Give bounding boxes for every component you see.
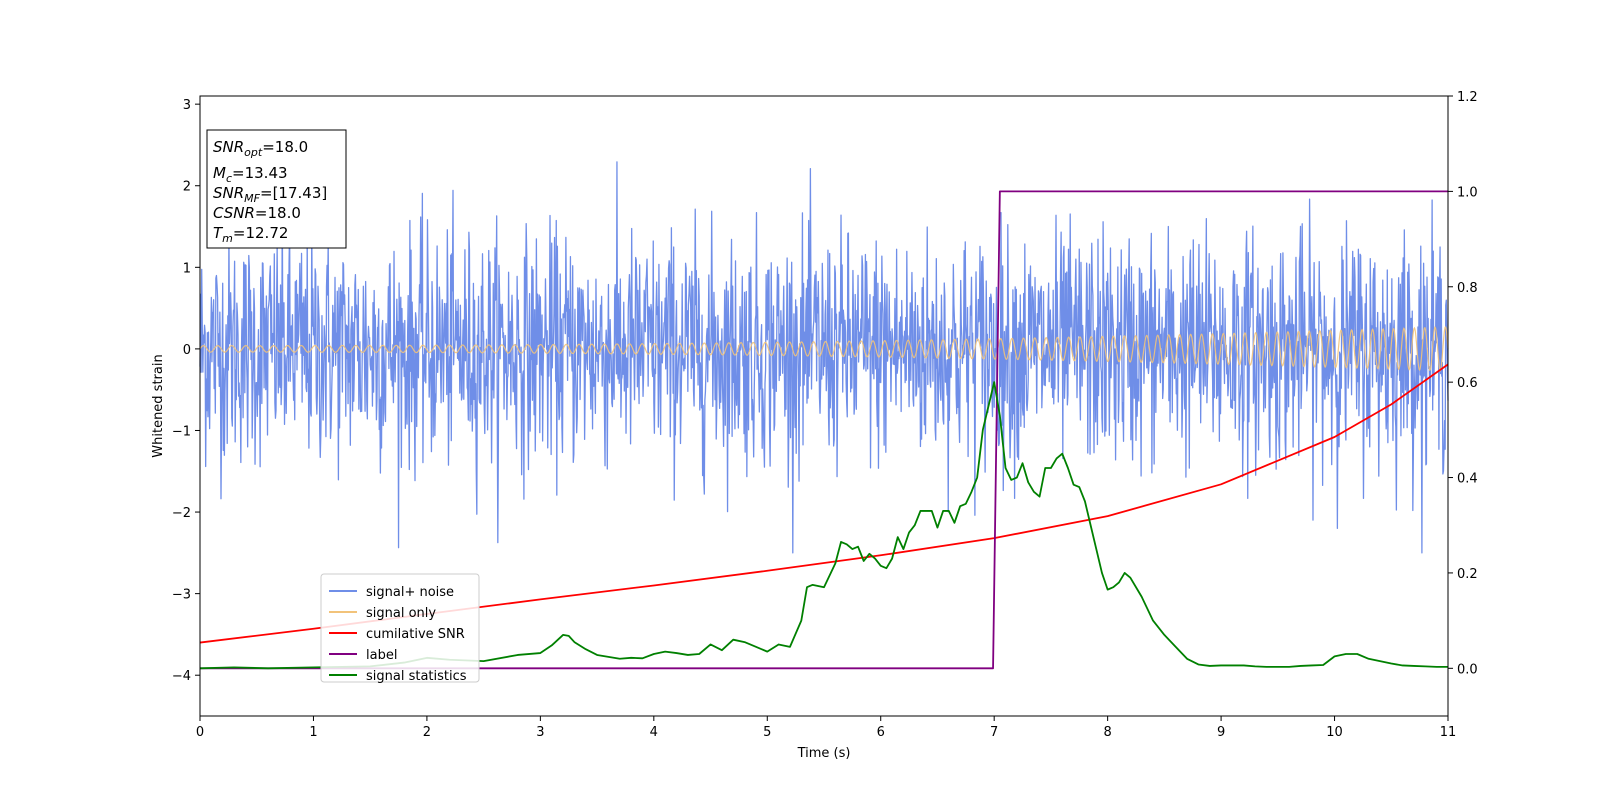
- series-line-signal-noise: [199, 161, 1449, 554]
- info-line: SNRopt=18.0: [213, 138, 308, 159]
- x-tick-label: 3: [536, 725, 544, 740]
- y-tick-label-right: 0.0: [1457, 662, 1478, 677]
- x-tick-label: 1: [309, 725, 317, 740]
- x-tick-label: 8: [1103, 725, 1111, 740]
- x-tick-label: 0: [196, 725, 204, 740]
- legend-frame: [320, 573, 480, 683]
- x-tick-label: 7: [990, 725, 998, 740]
- plot-frame: [199, 95, 1449, 717]
- info-box-frame: [206, 129, 347, 249]
- y-tick-label-right: 0.2: [1457, 567, 1478, 582]
- y-tick-label-right: 0.6: [1457, 376, 1478, 391]
- series-line-signal-statistics: [199, 381, 1448, 670]
- ticks-layer: 0 1 2 3 4 5 6 7 8 9 10 113210−1−2−3−41.21.00.80.60.…: [172, 90, 1478, 740]
- y-tick-label-right: 0.8: [1457, 281, 1478, 296]
- legend-entry: label: [366, 648, 397, 663]
- y-tick-label-right: 0.4: [1457, 472, 1478, 487]
- x-tick-label: 9: [1217, 725, 1225, 740]
- legend: signal+ noise signal only cumilative SNR la…: [320, 573, 480, 684]
- y-tick-label-left: −2: [172, 506, 191, 521]
- x-tick-label: 6: [877, 725, 885, 740]
- y-tick-label-right: 1.2: [1457, 90, 1478, 105]
- y-tick-label-left: 0: [183, 343, 191, 358]
- y-tick-label-left: −4: [172, 669, 191, 684]
- y-axis-label-left: Whitened strain: [151, 354, 166, 457]
- y-tick-label-left: 2: [183, 180, 191, 195]
- y-tick-label-right: 1.0: [1457, 185, 1478, 200]
- x-tick-label: 5: [763, 725, 771, 740]
- y-tick-label-left: 1: [183, 261, 191, 276]
- info-line: SNRMF=[17.43]: [213, 184, 327, 205]
- info-box: SNRopt=18.0 Mc=13.43SNRMF=[17.43]CSNR=18.…: [206, 129, 347, 249]
- y-tick-label-left: −3: [172, 588, 191, 603]
- series-line-label: [200, 190, 1448, 670]
- legend-entry: signal only: [366, 606, 436, 621]
- legend-entry: signal statistics: [366, 669, 467, 684]
- x-tick-label: 11: [1440, 725, 1457, 740]
- legend-entry: signal+ noise: [366, 585, 454, 600]
- x-tick-label: 4: [650, 725, 658, 740]
- info-line: Tm=12.72: [213, 224, 288, 245]
- info-line: CSNR=18.0: [213, 204, 301, 222]
- x-axis-label: Time (s): [797, 746, 851, 761]
- x-tick-label: 10: [1326, 725, 1343, 740]
- y-tick-label-left: −1: [172, 424, 191, 439]
- info-line: Mc=13.43: [213, 164, 288, 185]
- x-tick-label: 2: [423, 725, 431, 740]
- legend-entry: cumilative SNR: [366, 627, 465, 642]
- y-tick-label-left: 3: [183, 98, 191, 113]
- series-line-signal-only: [199, 326, 1449, 372]
